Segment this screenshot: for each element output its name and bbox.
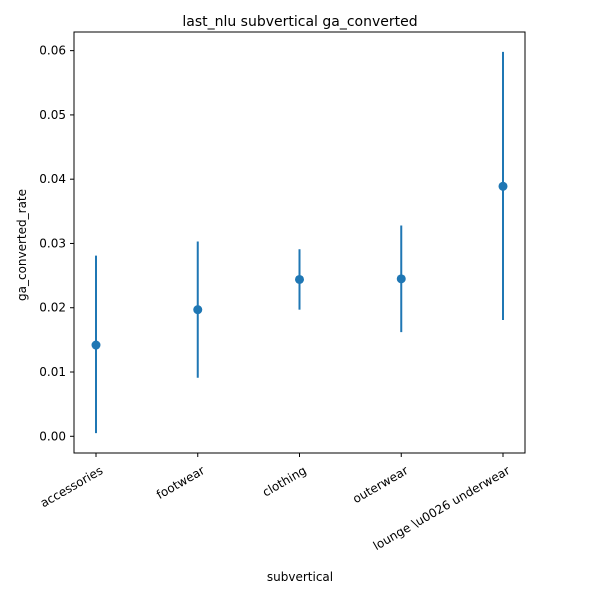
data-point	[91, 340, 101, 350]
y-tick-label: 0.01	[39, 365, 66, 379]
y-tick-label: 0.00	[39, 429, 66, 443]
x-tick-label: outerwear	[350, 463, 410, 506]
y-tick-label: 0.05	[39, 108, 66, 122]
y-axis-label: ga_converted_rate	[15, 189, 29, 301]
data-point	[498, 181, 508, 191]
data-point	[295, 274, 304, 284]
x-tick-label: clothing	[260, 463, 309, 499]
y-tick-label: 0.04	[39, 172, 66, 186]
plot-frame	[73, 31, 526, 454]
y-tick-label: 0.03	[39, 236, 66, 250]
plot-area: 0.00 0.01 0.02 0.03 0.04 0.05 0.06 accessories f…	[38, 31, 526, 553]
y-tick-label: 0.06	[39, 44, 66, 58]
data-point	[396, 274, 406, 284]
x-tick-label: accessories	[38, 463, 105, 510]
y-tick-label: 0.02	[39, 301, 66, 315]
chart-title: last_nlu subvertical ga_converted	[182, 14, 417, 30]
x-tick-label: footwear	[154, 463, 207, 502]
x-axis-label: subvertical	[267, 570, 333, 584]
data-point	[193, 305, 203, 315]
